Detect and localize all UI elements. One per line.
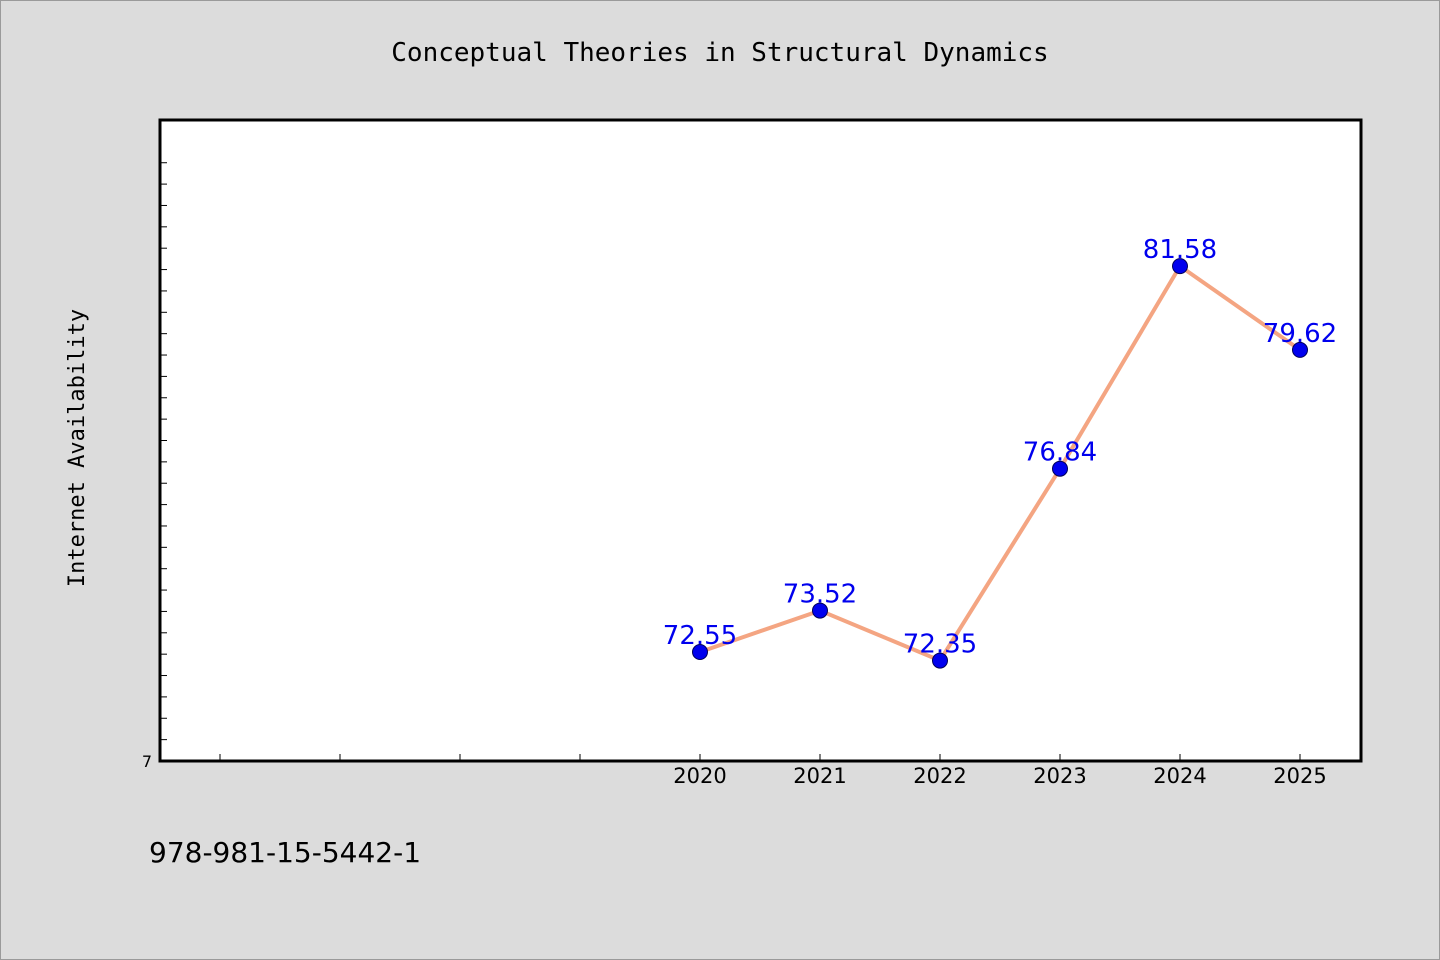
data-label: 81.58 bbox=[1143, 235, 1217, 265]
data-point bbox=[1292, 341, 1308, 358]
plot-border bbox=[158, 118, 1363, 763]
data-label: 72.55 bbox=[663, 621, 737, 651]
data-point bbox=[1052, 460, 1068, 477]
isbn-text: 978-981-15-5442-1 bbox=[149, 836, 421, 869]
series-layer: 72.55 73.52 72.35 76.84 81.58 79.62 bbox=[663, 235, 1337, 669]
chart-title: Conceptual Theories in Structural Dynami… bbox=[391, 38, 1048, 68]
plot-area bbox=[160, 120, 1361, 761]
data-point bbox=[812, 602, 828, 619]
data-label: 72.35 bbox=[903, 630, 977, 660]
y-axis-label: Internet Availability bbox=[65, 309, 90, 587]
data-label: 73.52 bbox=[783, 580, 857, 610]
y-tick-label: 7 bbox=[142, 752, 152, 771]
x-tick-label: 2022 bbox=[913, 764, 966, 788]
data-label: 76.84 bbox=[1023, 438, 1097, 468]
data-point bbox=[1172, 258, 1188, 275]
data-point bbox=[692, 644, 708, 661]
x-tick-label: 2025 bbox=[1273, 764, 1326, 788]
x-tick-label: 2023 bbox=[1033, 764, 1086, 788]
data-point bbox=[932, 652, 948, 669]
x-tick-label: 2024 bbox=[1153, 764, 1206, 788]
x-axis-ticks: 2020 2021 2022 2023 2024 2025 bbox=[219, 754, 1327, 788]
series-line bbox=[699, 264, 1302, 663]
x-tick-label: 2021 bbox=[793, 764, 846, 788]
x-tick-label: 2020 bbox=[673, 764, 726, 788]
data-label: 79.62 bbox=[1263, 319, 1337, 349]
